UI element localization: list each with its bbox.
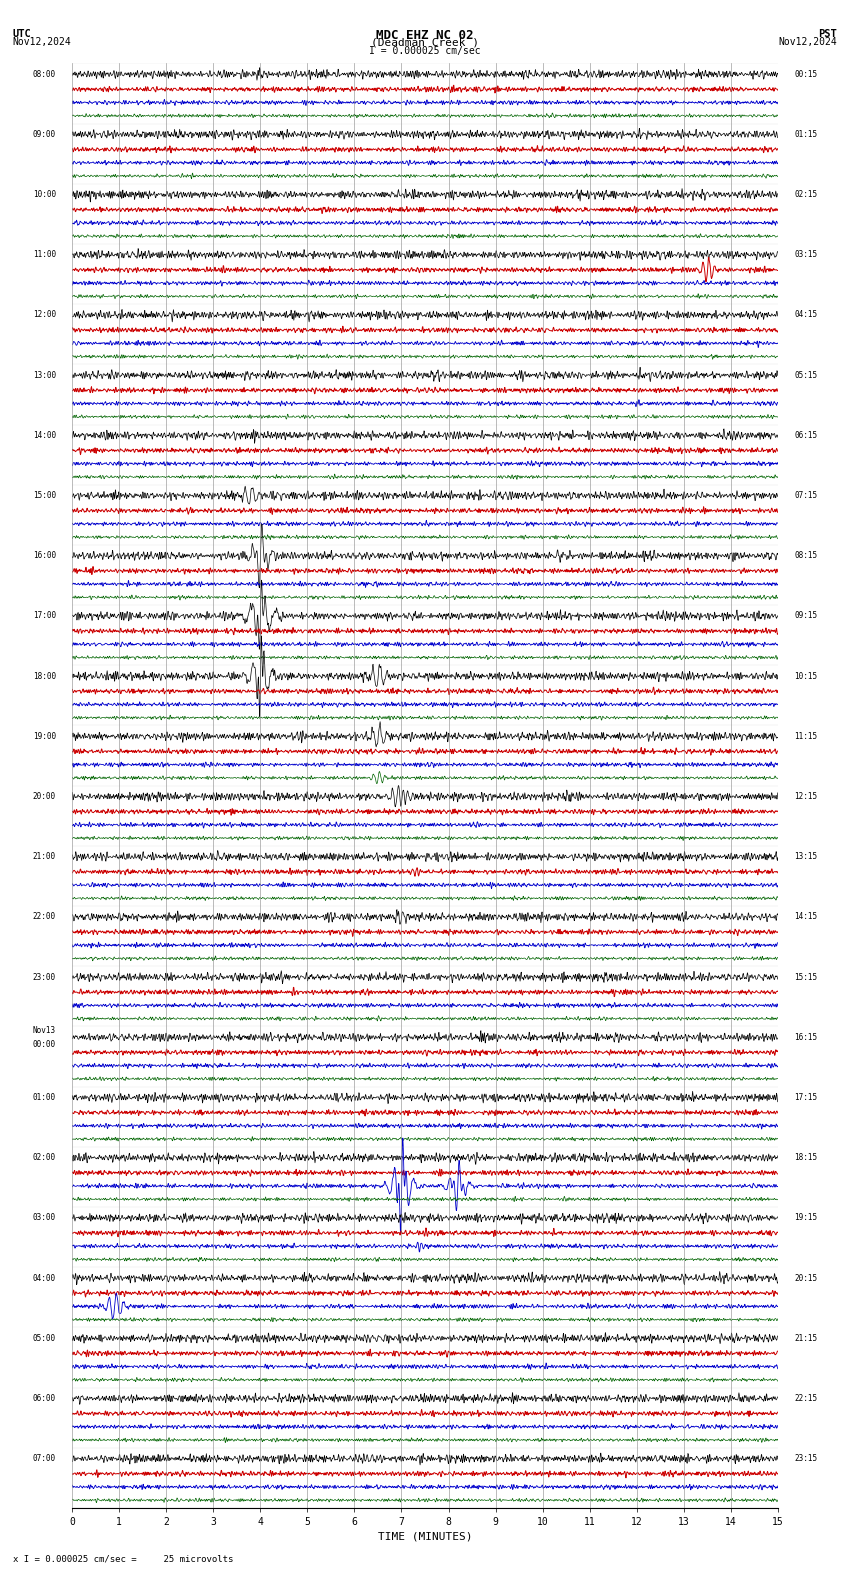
- Text: 03:15: 03:15: [794, 250, 818, 260]
- Text: 21:15: 21:15: [794, 1334, 818, 1343]
- Text: 04:00: 04:00: [32, 1274, 56, 1283]
- Text: 16:00: 16:00: [32, 551, 56, 561]
- Text: 23:00: 23:00: [32, 973, 56, 982]
- Text: 14:00: 14:00: [32, 431, 56, 440]
- Text: 03:00: 03:00: [32, 1213, 56, 1223]
- Text: PST: PST: [819, 29, 837, 38]
- Text: (Deadman Creek ): (Deadman Creek ): [371, 38, 479, 48]
- Text: Nov13: Nov13: [32, 1025, 56, 1034]
- Text: 13:00: 13:00: [32, 371, 56, 380]
- Text: 00:15: 00:15: [794, 70, 818, 79]
- Text: 05:00: 05:00: [32, 1334, 56, 1343]
- X-axis label: TIME (MINUTES): TIME (MINUTES): [377, 1532, 473, 1541]
- Text: 05:15: 05:15: [794, 371, 818, 380]
- Text: 17:00: 17:00: [32, 611, 56, 621]
- Text: 16:15: 16:15: [794, 1033, 818, 1042]
- Text: 02:15: 02:15: [794, 190, 818, 200]
- Text: 08:00: 08:00: [32, 70, 56, 79]
- Text: 04:15: 04:15: [794, 310, 818, 320]
- Text: 06:15: 06:15: [794, 431, 818, 440]
- Text: UTC: UTC: [13, 29, 31, 38]
- Text: 01:15: 01:15: [794, 130, 818, 139]
- Text: 06:00: 06:00: [32, 1394, 56, 1403]
- Text: 22:15: 22:15: [794, 1394, 818, 1403]
- Text: 09:15: 09:15: [794, 611, 818, 621]
- Text: 17:15: 17:15: [794, 1093, 818, 1102]
- Text: 19:00: 19:00: [32, 732, 56, 741]
- Text: 20:00: 20:00: [32, 792, 56, 802]
- Text: Nov12,2024: Nov12,2024: [13, 36, 71, 48]
- Text: 08:15: 08:15: [794, 551, 818, 561]
- Text: 11:00: 11:00: [32, 250, 56, 260]
- Text: 14:15: 14:15: [794, 912, 818, 922]
- Text: 18:15: 18:15: [794, 1153, 818, 1163]
- Text: 01:00: 01:00: [32, 1093, 56, 1102]
- Text: 15:15: 15:15: [794, 973, 818, 982]
- Text: I = 0.000025 cm/sec: I = 0.000025 cm/sec: [369, 46, 481, 55]
- Text: 07:15: 07:15: [794, 491, 818, 501]
- Text: MDC EHZ NC 02: MDC EHZ NC 02: [377, 29, 473, 43]
- Text: 12:00: 12:00: [32, 310, 56, 320]
- Text: 18:00: 18:00: [32, 672, 56, 681]
- Text: 09:00: 09:00: [32, 130, 56, 139]
- Text: 10:00: 10:00: [32, 190, 56, 200]
- Text: 15:00: 15:00: [32, 491, 56, 501]
- Text: 00:00: 00:00: [32, 1041, 56, 1049]
- Text: 20:15: 20:15: [794, 1274, 818, 1283]
- Text: 21:00: 21:00: [32, 852, 56, 862]
- Text: 07:00: 07:00: [32, 1454, 56, 1464]
- Text: Nov12,2024: Nov12,2024: [779, 36, 837, 48]
- Text: 11:15: 11:15: [794, 732, 818, 741]
- Text: 12:15: 12:15: [794, 792, 818, 802]
- Text: 23:15: 23:15: [794, 1454, 818, 1464]
- Text: 10:15: 10:15: [794, 672, 818, 681]
- Text: x I = 0.000025 cm/sec =     25 microvolts: x I = 0.000025 cm/sec = 25 microvolts: [13, 1554, 233, 1563]
- Text: 19:15: 19:15: [794, 1213, 818, 1223]
- Text: 22:00: 22:00: [32, 912, 56, 922]
- Text: 02:00: 02:00: [32, 1153, 56, 1163]
- Text: 13:15: 13:15: [794, 852, 818, 862]
